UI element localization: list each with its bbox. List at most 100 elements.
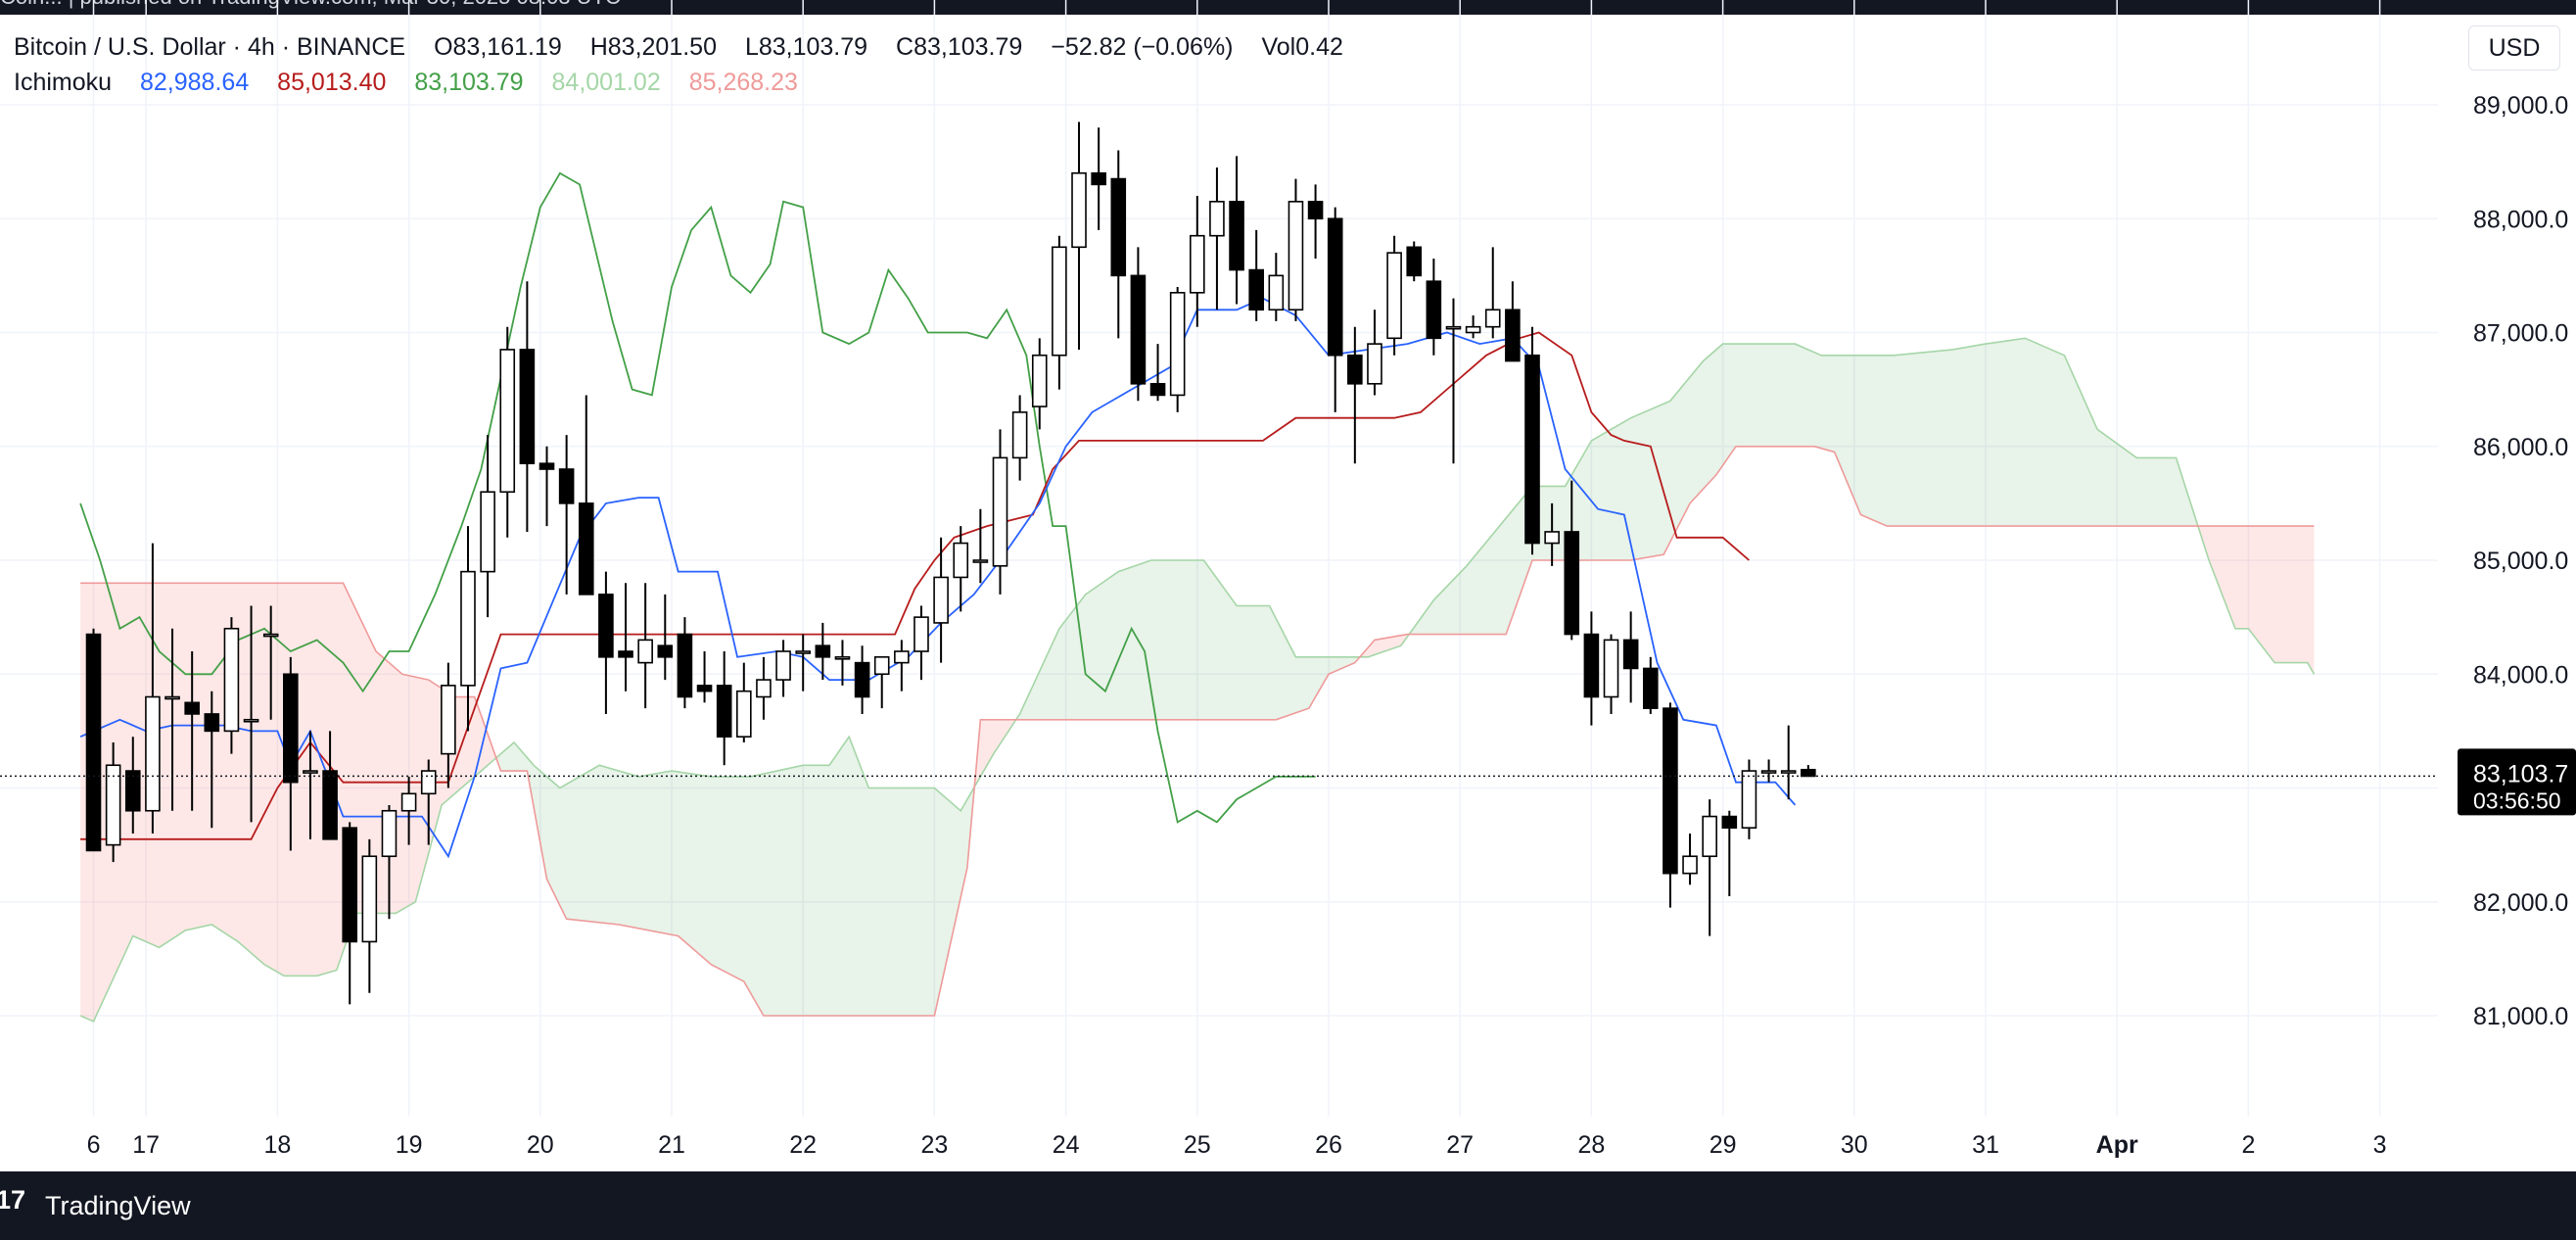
ichimoku-cloud xyxy=(80,338,2315,1022)
x-tick-label: 31 xyxy=(1972,1131,1999,1159)
close-value: 83,103.79 xyxy=(913,33,1023,61)
high-value: 83,201.50 xyxy=(607,33,717,61)
y-tick-label: 89,000.0 xyxy=(2473,92,2568,119)
y-tick-label: 86,000.0 xyxy=(2473,434,2568,461)
candle-up xyxy=(1386,252,1402,340)
candle-up xyxy=(480,491,495,573)
candle-up xyxy=(873,656,890,676)
candle-up xyxy=(1741,770,1757,829)
cloud-bear xyxy=(1357,634,1408,660)
candle-up xyxy=(1484,309,1501,328)
footer-bar: 17 TradingView xyxy=(0,1171,2576,1240)
currency-button[interactable]: USD xyxy=(2468,25,2560,71)
candle-up xyxy=(1367,343,1382,385)
y-tick-label: 87,000.0 xyxy=(2473,320,2568,348)
candle-down xyxy=(1505,309,1521,362)
x-tick-label: 25 xyxy=(1184,1131,1211,1159)
open-label: O xyxy=(434,33,453,61)
lead-a-line xyxy=(79,337,2316,1023)
candle-up xyxy=(145,695,161,812)
tradingview-brand[interactable]: TradingView xyxy=(45,1191,191,1220)
x-tick-label: 19 xyxy=(396,1131,423,1159)
candle-down xyxy=(1248,268,1264,311)
candle-up xyxy=(164,695,180,700)
candle-up xyxy=(1780,770,1797,774)
chart-legend: Bitcoin / U.S. Dollar · 4h · BINANCE O 83… xyxy=(14,29,1343,100)
last-price-tag: 83,103.703:56:50 xyxy=(2458,748,2576,816)
lagging-value: 83,103.79 xyxy=(414,69,524,96)
candle-up xyxy=(834,656,851,660)
candle-down xyxy=(519,349,536,464)
cloud-bear xyxy=(973,719,1016,794)
candle-up xyxy=(1445,325,1462,330)
candle-down xyxy=(1622,639,1639,670)
base-value: 85,013.40 xyxy=(277,69,387,96)
candle-down xyxy=(1721,815,1738,829)
candle-down xyxy=(1564,531,1580,636)
indicator-name[interactable]: Ichimoku xyxy=(14,69,113,96)
x-tick-label: 24 xyxy=(1053,1131,1080,1159)
candle-down xyxy=(1347,354,1363,385)
candle-down xyxy=(1801,768,1816,778)
x-tick-label: 22 xyxy=(789,1131,817,1159)
cloud-bull xyxy=(495,739,974,1016)
candle-up xyxy=(1682,855,1698,875)
candle-up xyxy=(972,559,989,563)
candle-up xyxy=(736,690,752,738)
candle-up xyxy=(1288,201,1304,311)
candle-up xyxy=(1702,815,1717,858)
x-tick-label: Apr xyxy=(2096,1131,2138,1159)
candle-down xyxy=(1091,171,1106,186)
candle-down xyxy=(1663,707,1678,875)
price-tag-countdown: 03:56:50 xyxy=(2473,787,2561,813)
ichimoku-lines xyxy=(79,171,2316,1023)
x-tick-label: 20 xyxy=(527,1131,554,1159)
y-tick-label: 81,000.0 xyxy=(2473,1003,2568,1030)
tradingview-logo-icon[interactable]: 17 xyxy=(0,1185,26,1215)
candle-down xyxy=(85,633,102,852)
x-tick-label: 28 xyxy=(1577,1131,1605,1159)
candle-up xyxy=(223,627,240,733)
price-tag-value: 83,103.7 xyxy=(2473,760,2568,787)
close-label: C xyxy=(896,33,914,61)
y-tick-label: 84,000.0 xyxy=(2473,661,2568,689)
high-label: H xyxy=(589,33,608,61)
indicator-row: Ichimoku 82,988.64 85,013.40 83,103.79 8… xyxy=(14,65,1343,100)
candle-up xyxy=(361,855,378,943)
candle-up xyxy=(1544,531,1560,545)
candle-down xyxy=(322,770,338,840)
candle-down xyxy=(1642,667,1659,709)
candle-up xyxy=(795,650,812,654)
symbol-title[interactable]: Bitcoin / U.S. Dollar · 4h · BINANCE xyxy=(14,33,406,61)
candle-down xyxy=(283,673,299,784)
candle-down xyxy=(539,462,555,470)
candle-up xyxy=(1268,274,1285,311)
symbol-row: Bitcoin / U.S. Dollar · 4h · BINANCE O 83… xyxy=(14,29,1343,65)
base-line xyxy=(80,331,1750,840)
candle-up xyxy=(499,349,516,494)
candle-down xyxy=(1307,201,1324,220)
grid xyxy=(0,0,2438,1117)
low-label: L xyxy=(744,33,759,61)
candle-down xyxy=(1130,274,1147,385)
candle-down xyxy=(204,713,220,733)
candle-down xyxy=(1110,177,1127,277)
cloud-bear xyxy=(2195,519,2315,675)
candle-up xyxy=(1603,639,1619,698)
candle-down xyxy=(696,685,713,692)
candle-down xyxy=(1583,633,1600,698)
candle-up xyxy=(460,570,476,687)
y-tick-label: 88,000.0 xyxy=(2473,206,2568,233)
candle-down xyxy=(1149,383,1166,397)
candle-up xyxy=(1190,234,1205,294)
lead2-value: 85,268.23 xyxy=(688,69,798,96)
volume-label: Vol xyxy=(1261,33,1296,61)
lead1-value: 84,001.02 xyxy=(551,69,661,96)
change-value: −52.82 (−0.06%) xyxy=(1051,33,1234,61)
candle-up xyxy=(1031,354,1048,407)
candle-up xyxy=(420,770,437,795)
low-value: 83,103.79 xyxy=(758,33,868,61)
x-tick-label: 23 xyxy=(920,1131,948,1159)
candles xyxy=(85,121,1816,1005)
